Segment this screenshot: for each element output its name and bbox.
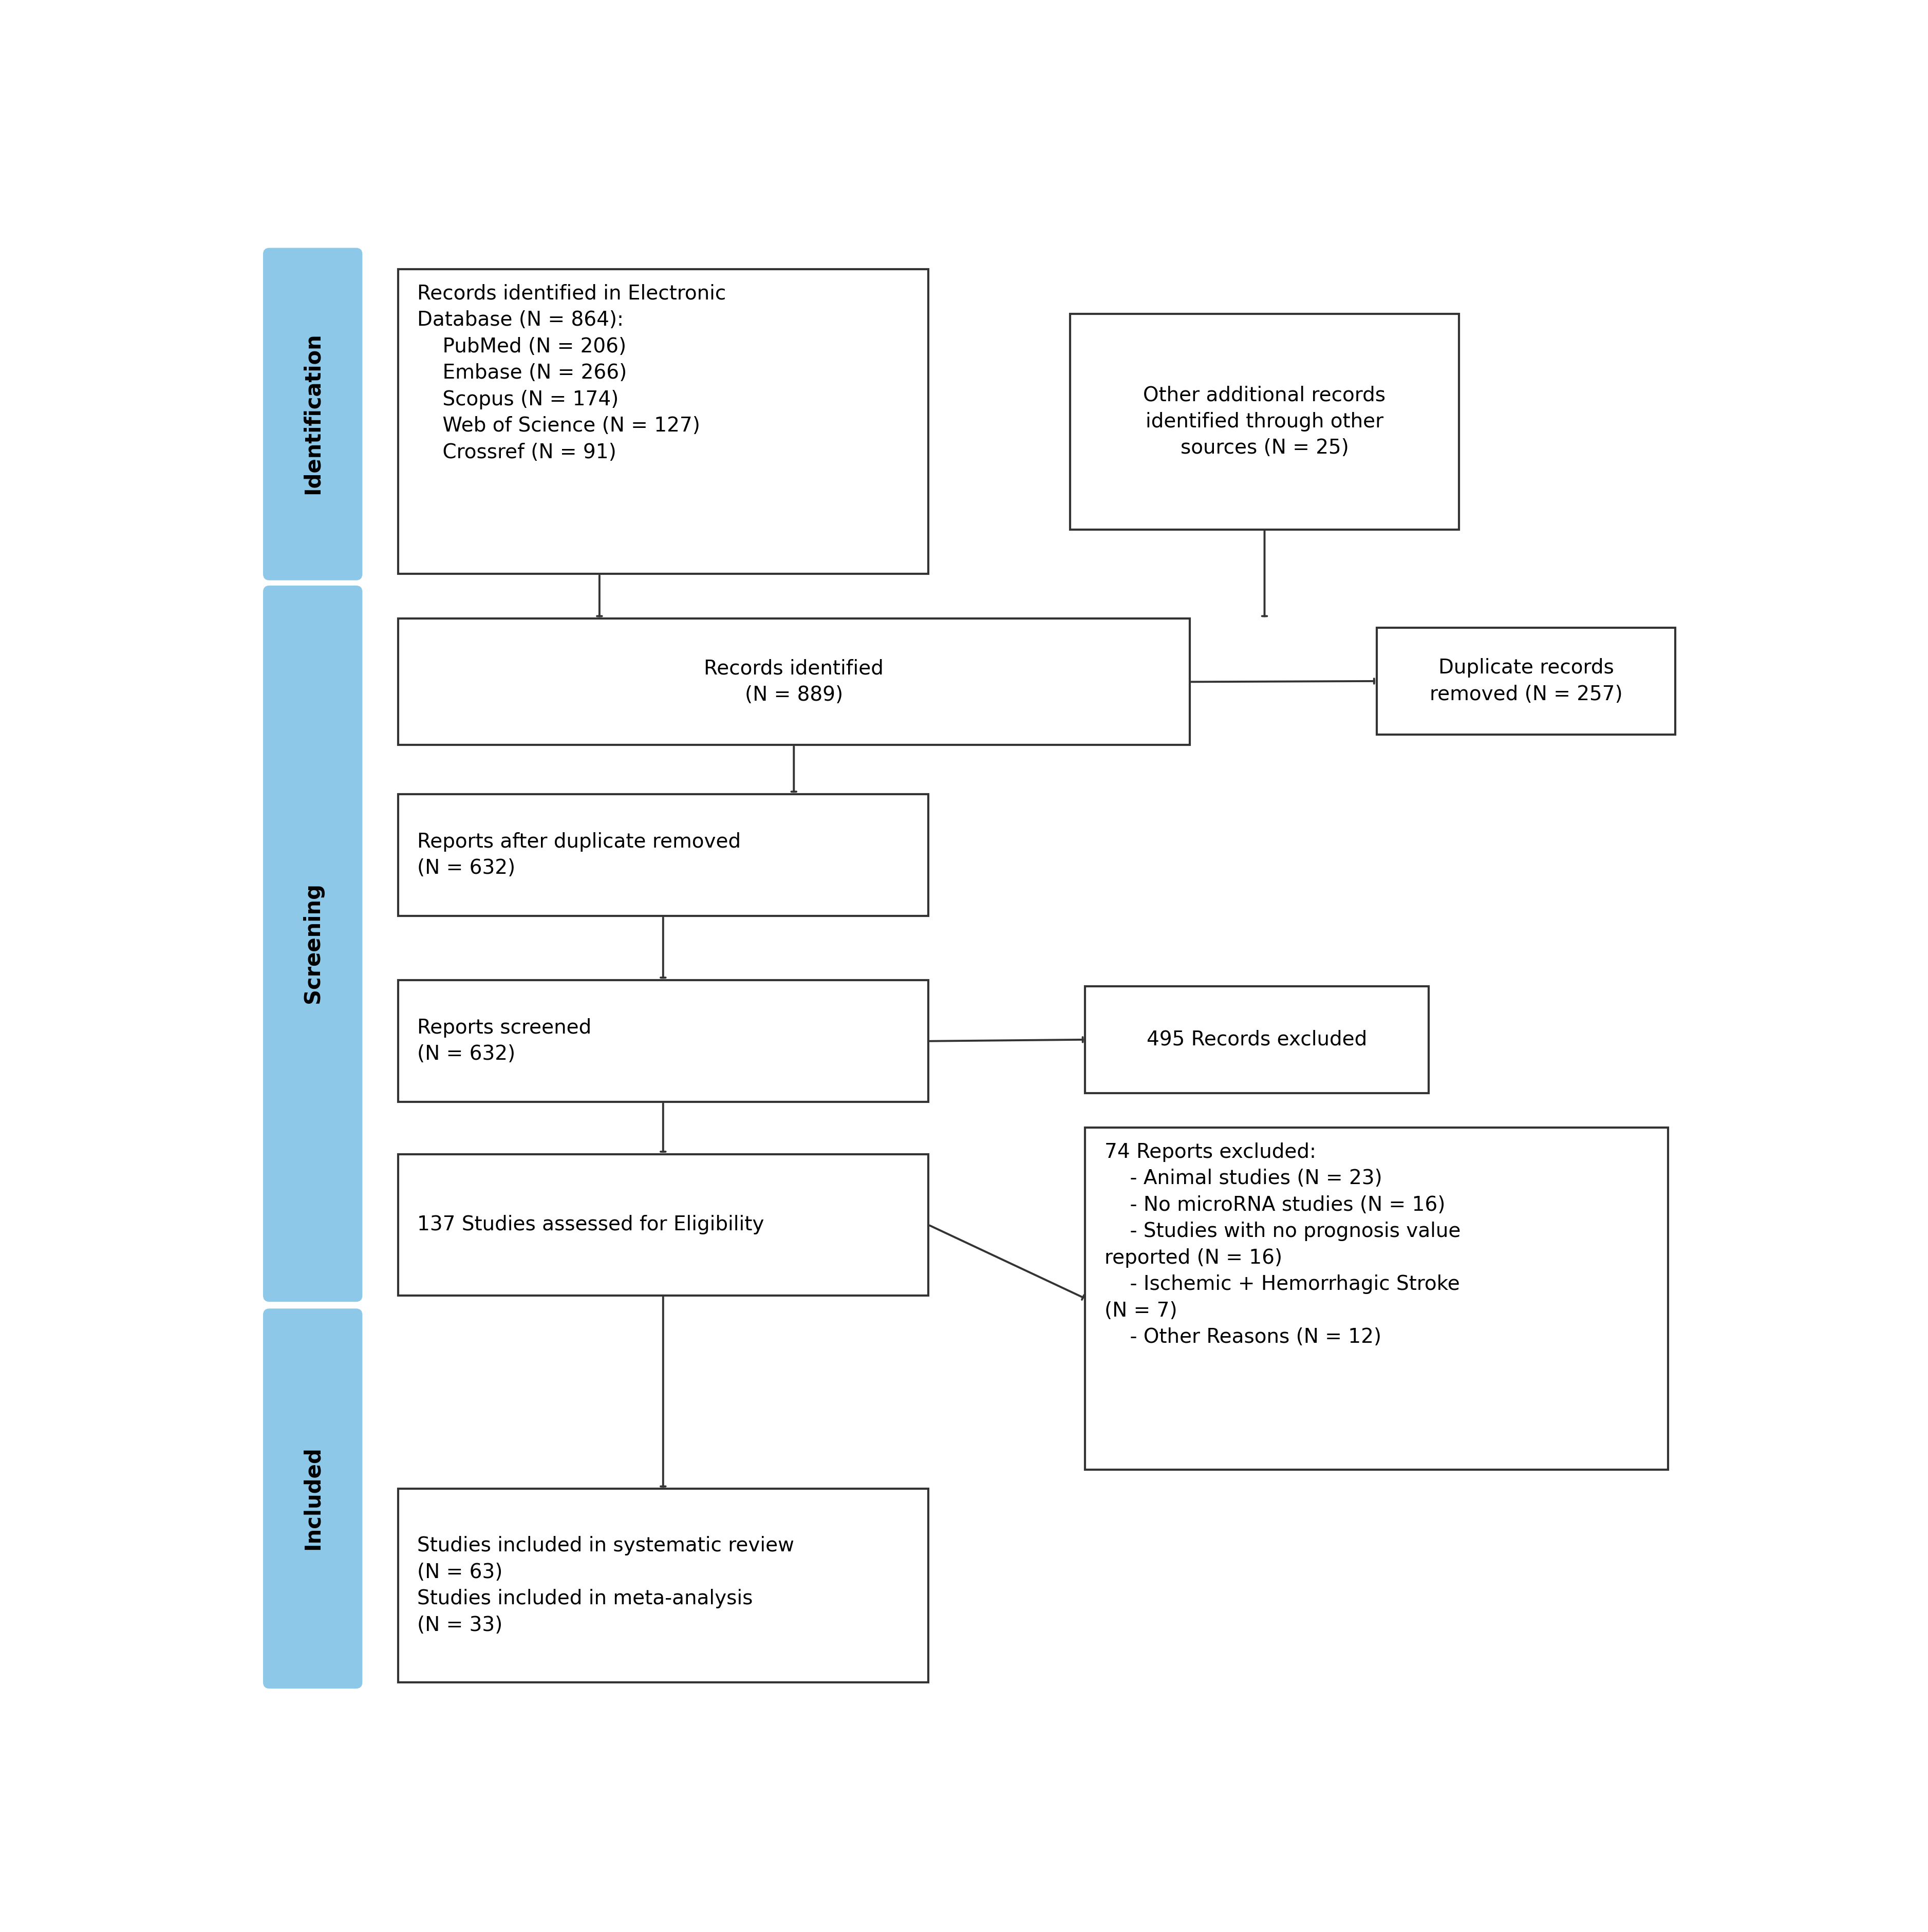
Bar <box>397 618 1190 746</box>
Text: Records identified
(N = 889): Records identified (N = 889) <box>704 659 883 705</box>
Bar <box>1377 628 1675 734</box>
Text: Duplicate records
removed (N = 257): Duplicate records removed (N = 257) <box>1429 659 1623 703</box>
Text: Included: Included <box>303 1445 324 1549</box>
FancyBboxPatch shape <box>264 585 362 1302</box>
Text: Studies included in systematic review
(N = 63)
Studies included in meta-analysis: Studies included in systematic review (N… <box>416 1536 794 1634</box>
Bar <box>1070 313 1459 529</box>
FancyBboxPatch shape <box>264 1308 362 1689</box>
FancyBboxPatch shape <box>264 247 362 580</box>
Text: 74 Reports excluded:
    - Animal studies (N = 23)
    - No microRNA studies (N : 74 Reports excluded: - Animal studies (N… <box>1105 1142 1461 1347</box>
Text: Records identified in Electronic
Database (N = 864):
    PubMed (N = 206)
    Em: Records identified in Electronic Databas… <box>416 284 727 462</box>
Text: Identification: Identification <box>303 332 324 495</box>
Bar <box>397 1153 929 1296</box>
Text: Reports screened
(N = 632): Reports screened (N = 632) <box>416 1018 592 1065</box>
Text: Other additional records
identified through other
sources (N = 25): Other additional records identified thro… <box>1143 384 1386 458</box>
Bar <box>397 1490 929 1683</box>
Bar <box>397 269 929 574</box>
Bar <box>1085 985 1429 1094</box>
Text: 495 Records excluded: 495 Records excluded <box>1147 1030 1367 1049</box>
Text: Screening: Screening <box>303 883 324 1003</box>
Text: 137 Studies assessed for Eligibility: 137 Studies assessed for Eligibility <box>416 1215 763 1235</box>
Bar <box>397 794 929 916</box>
Bar <box>1085 1128 1668 1470</box>
Text: Reports after duplicate removed
(N = 632): Reports after duplicate removed (N = 632… <box>416 833 740 879</box>
Bar <box>397 980 929 1101</box>
